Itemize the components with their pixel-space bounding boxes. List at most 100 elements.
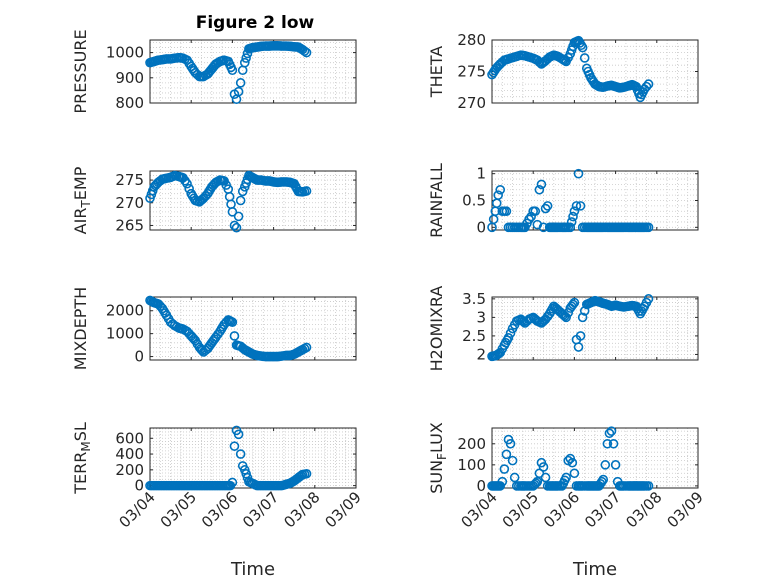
axes-frame: [149, 39, 357, 104]
data-point: [499, 464, 510, 474]
y-tick-label: 600: [115, 429, 144, 447]
y-tick-label: 900: [115, 69, 144, 87]
data-point: [497, 476, 508, 487]
data-point: [540, 203, 551, 214]
y-tick-label: 2000: [106, 302, 144, 320]
panel-h2omixra: 22.533.5 H2OMIXRA: [427, 286, 699, 372]
y-tick-label: 0: [476, 477, 486, 495]
data-point: [602, 438, 613, 449]
data-point: [509, 472, 520, 483]
data-point: [182, 178, 192, 189]
data-point: [301, 47, 312, 58]
y-axis-label: AIRTEMP: [71, 166, 93, 234]
y-axis-label: H2OMIXRA: [427, 286, 446, 372]
data-point: [536, 179, 547, 190]
data-point: [530, 206, 541, 217]
data-point: [524, 214, 534, 225]
panel-rainfall: 0 0.5 1 RAINFALL: [427, 163, 699, 238]
axes-frame: [149, 170, 357, 231]
y-tick-label: 270: [457, 94, 486, 112]
data-point: [237, 186, 248, 197]
y-tick-label: 2: [476, 345, 486, 363]
x-axis-label: Time: [572, 559, 617, 580]
data-point: [598, 474, 609, 485]
y-tick-label: 100: [457, 456, 486, 474]
data-point: [301, 342, 312, 353]
data-point: [558, 310, 569, 320]
data-point: [567, 457, 578, 468]
y-tick-label: 2.5: [462, 327, 486, 345]
y-tick-label: 275: [115, 171, 144, 189]
data-point: [561, 312, 571, 323]
y-axis-label: THETA: [427, 46, 446, 98]
x-axis-label: Time: [230, 559, 275, 580]
data-point: [299, 46, 310, 56]
panel-mixdepth: 0 1000 2000 MIXDEPTH: [71, 287, 357, 370]
y-tick-label: 3: [476, 308, 486, 326]
data-point: [233, 86, 244, 97]
panel-pressure: 800 900 1000 PRESSURE: [71, 29, 357, 114]
panel-air-temp: 265 270 275 AIRTEMP: [71, 166, 357, 234]
figure-title: Figure 2 low: [196, 13, 315, 33]
data-point: [529, 479, 540, 490]
y-tick-label: 0: [476, 218, 486, 236]
y-axis-label: SUNFLUX: [427, 422, 449, 494]
data-point: [565, 222, 576, 233]
y-axis-label: TERRMSL: [71, 422, 93, 495]
y-axis-label: MIXDEPTH: [71, 287, 90, 370]
data-point: [566, 217, 577, 227]
data-point: [235, 195, 246, 206]
y-tick-label: 0: [134, 348, 144, 366]
data-point: [231, 222, 242, 233]
data-point: [569, 468, 580, 479]
y-tick-label: 270: [115, 194, 144, 212]
y-tick-label: 1000: [106, 44, 144, 62]
data-point: [610, 460, 621, 470]
data-point: [505, 328, 516, 338]
data-point: [575, 331, 586, 341]
data-point: [604, 428, 615, 439]
data-point: [495, 184, 506, 195]
data-point: [501, 449, 512, 460]
y-axis-label: RAINFALL: [427, 163, 446, 238]
data-point: [641, 81, 652, 92]
data-point: [505, 438, 516, 449]
data-point: [577, 312, 588, 323]
data-point: [301, 468, 312, 479]
y-tick-label: 1: [476, 165, 486, 183]
data-point: [492, 62, 503, 72]
data-point: [573, 342, 584, 352]
data-point: [229, 441, 240, 451]
data-point: [643, 481, 654, 491]
data-point: [600, 460, 611, 470]
data-point: [568, 299, 578, 310]
data-point: [235, 449, 246, 459]
y-tick-label: 265: [115, 216, 144, 234]
data-point: [573, 168, 584, 179]
data-point: [507, 455, 518, 466]
y-tick-label: 3.5: [462, 290, 486, 308]
data-point: [493, 190, 503, 200]
data-point: [517, 315, 528, 326]
data-point: [542, 201, 553, 211]
data-point: [301, 186, 312, 196]
data-point: [534, 184, 545, 195]
panel-theta: 270 275 280 THETA: [427, 31, 699, 112]
data-point: [227, 207, 238, 217]
data-point: [227, 477, 238, 488]
y-tick-label: 275: [457, 63, 486, 81]
y-tick-label: 280: [457, 31, 486, 49]
data-point: [229, 220, 240, 231]
data-point: [568, 211, 578, 222]
y-tick-label: 200: [115, 461, 144, 479]
data-point: [235, 78, 246, 88]
data-point: [643, 79, 654, 89]
data-point: [531, 478, 541, 488]
data-point: [569, 206, 580, 217]
data-point: [233, 429, 244, 440]
y-tick-label: 400: [115, 445, 144, 463]
data-point: [239, 57, 250, 68]
data-point: [227, 317, 238, 328]
